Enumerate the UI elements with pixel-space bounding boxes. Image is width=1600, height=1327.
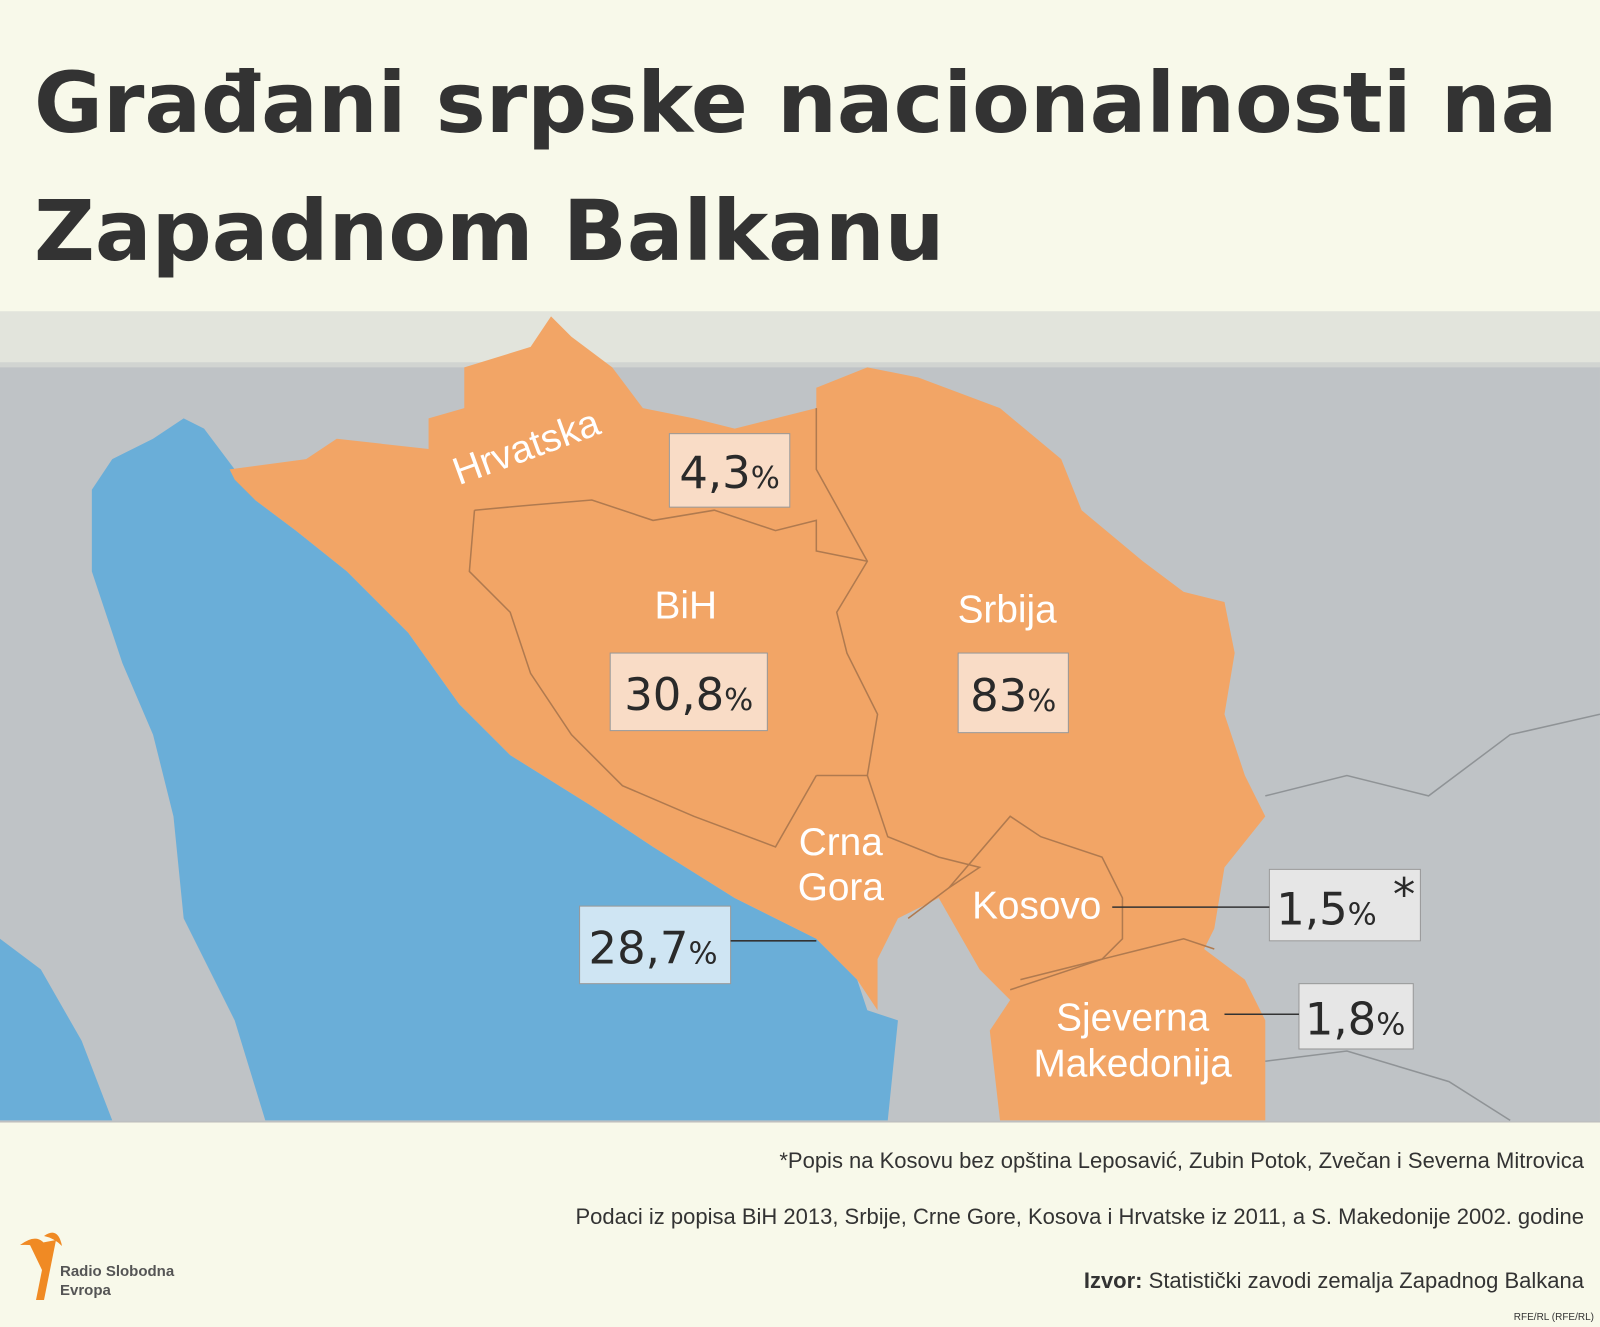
logo: Radio Slobodna Evropa [20,1232,175,1300]
value-box [609,652,768,732]
region-name: Sjeverna [1056,997,1209,1040]
value: 83% [970,669,1056,722]
value-box [957,652,1069,734]
value: 1,5% [1276,882,1376,935]
border-bih-rs [815,408,879,777]
value-box [668,433,791,508]
credit: RFE/RL (RFE/RL) [1514,1312,1594,1323]
region-name: Gora [798,866,885,909]
value: 30,8% [624,668,753,721]
title-line-1: Građani srpske nacionalnosti na [34,54,1557,152]
region-name: Crna [799,821,883,864]
map-fade [0,311,1600,368]
note-mark: * [1393,868,1415,921]
border-hr-bih [474,499,868,562]
logo-text: Evropa [60,1282,112,1299]
value-box [579,905,732,985]
logo-text: Radio Slobodna [60,1263,175,1280]
value: 28,7% [589,921,718,974]
region-name: Kosovo [972,884,1101,927]
source: Izvor: Statistički zavodi zemalja Zapadn… [1084,1268,1585,1293]
region-name: BiH [654,584,716,627]
footnote: *Popis na Kosovu bez opština Leposavić, … [779,1148,1584,1173]
border-mne [866,775,982,919]
border-kosovo [948,815,1124,981]
border-mk [1009,937,1215,991]
border-bih-west [468,510,817,848]
border-outer [1265,713,1600,797]
logo-flame [20,1232,62,1250]
value-box [1298,983,1414,1050]
region-name: Srbija [958,588,1058,631]
region-name: Makedonija [1034,1043,1233,1086]
value-box [1268,868,1421,942]
logo-torch [30,1240,56,1300]
sea-italy [0,938,113,1121]
value: 1,8% [1305,993,1405,1046]
map: Hrvatska 4,3% BiH 30,8% Srbija 83% Crna … [0,311,1600,1123]
border-outer-2 [1265,1050,1511,1122]
value: 4,3% [679,446,779,499]
title-line-2: Zapadnom Balkanu [34,182,944,280]
footnote: Podaci iz popisa BiH 2013, Srbije, Crne … [576,1204,1585,1229]
